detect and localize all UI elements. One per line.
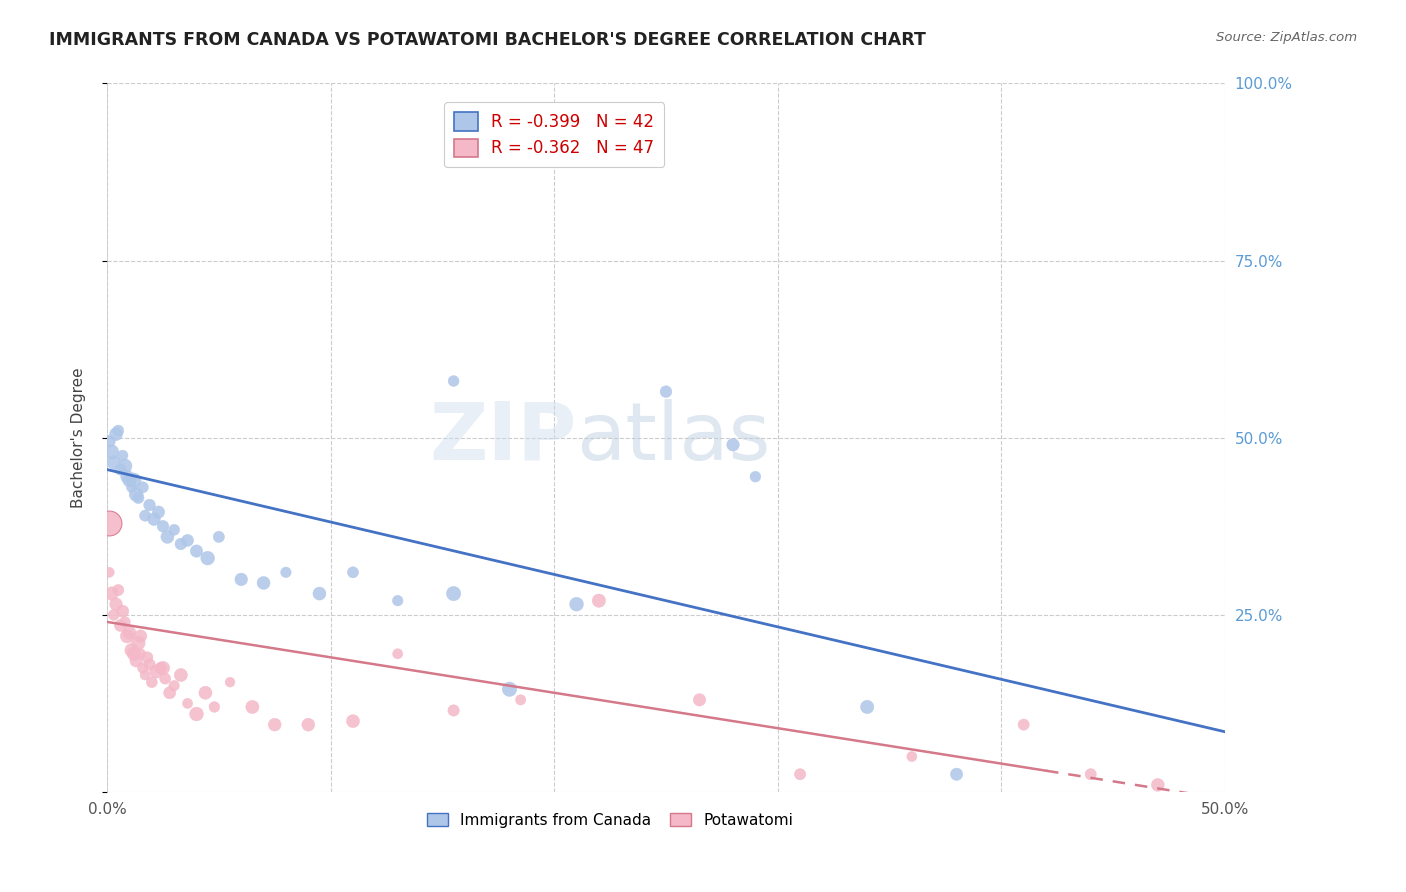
Point xyxy=(114,615,136,629)
Point xyxy=(103,607,125,622)
Point xyxy=(127,636,149,650)
Point xyxy=(132,480,155,494)
Point xyxy=(443,704,465,718)
Point xyxy=(129,629,152,643)
Point xyxy=(115,469,138,483)
Point xyxy=(721,438,744,452)
Point xyxy=(342,714,364,728)
Point xyxy=(125,654,148,668)
Point xyxy=(901,749,924,764)
Point xyxy=(148,505,170,519)
Point xyxy=(342,566,364,580)
Point xyxy=(115,629,138,643)
Point xyxy=(655,384,678,399)
Point xyxy=(170,537,193,551)
Point xyxy=(98,434,121,449)
Point xyxy=(134,668,156,682)
Point xyxy=(110,462,132,476)
Point xyxy=(689,693,711,707)
Point xyxy=(118,473,141,487)
Point xyxy=(274,566,297,580)
Point xyxy=(125,487,148,501)
Point xyxy=(122,473,145,487)
Point xyxy=(107,424,129,438)
Point xyxy=(176,533,198,548)
Point xyxy=(219,675,242,690)
Point xyxy=(138,657,160,672)
Point xyxy=(1080,767,1102,781)
Point xyxy=(141,675,163,690)
Point xyxy=(186,706,208,721)
Point xyxy=(1146,778,1168,792)
Point xyxy=(152,519,174,533)
Text: Source: ZipAtlas.com: Source: ZipAtlas.com xyxy=(1216,31,1357,45)
Point xyxy=(100,445,122,459)
Point xyxy=(387,647,409,661)
Point xyxy=(263,717,285,731)
Point xyxy=(186,544,208,558)
Point xyxy=(100,586,122,600)
Point xyxy=(110,618,132,632)
Point xyxy=(138,498,160,512)
Point xyxy=(159,686,181,700)
Point xyxy=(308,586,330,600)
Point xyxy=(443,586,465,600)
Y-axis label: Bachelor's Degree: Bachelor's Degree xyxy=(72,368,86,508)
Point xyxy=(143,512,166,526)
Point xyxy=(565,597,588,611)
Point xyxy=(163,523,186,537)
Point xyxy=(152,661,174,675)
Text: ZIP: ZIP xyxy=(429,399,576,476)
Point xyxy=(744,469,766,483)
Point xyxy=(194,686,217,700)
Point xyxy=(156,530,179,544)
Point xyxy=(127,491,149,505)
Legend: Immigrants from Canada, Potawatomi: Immigrants from Canada, Potawatomi xyxy=(420,806,800,834)
Point xyxy=(98,566,121,580)
Point xyxy=(202,700,225,714)
Text: IMMIGRANTS FROM CANADA VS POTAWATOMI BACHELOR'S DEGREE CORRELATION CHART: IMMIGRANTS FROM CANADA VS POTAWATOMI BAC… xyxy=(49,31,927,49)
Point xyxy=(132,661,155,675)
Point xyxy=(509,693,531,707)
Point xyxy=(121,480,143,494)
Point xyxy=(297,717,319,731)
Point xyxy=(129,647,152,661)
Point xyxy=(121,643,143,657)
Point xyxy=(103,455,125,469)
Point xyxy=(105,427,128,442)
Point xyxy=(153,672,176,686)
Point xyxy=(443,374,465,388)
Point xyxy=(588,593,610,607)
Point xyxy=(856,700,879,714)
Point xyxy=(111,449,134,463)
Point xyxy=(197,551,219,566)
Point xyxy=(387,593,409,607)
Point xyxy=(149,661,172,675)
Point xyxy=(107,582,129,597)
Point xyxy=(945,767,967,781)
Point xyxy=(1012,717,1035,731)
Point xyxy=(136,650,159,665)
Point xyxy=(122,647,145,661)
Point xyxy=(145,665,167,679)
Point xyxy=(118,625,141,640)
Point xyxy=(98,516,121,530)
Point xyxy=(111,604,134,618)
Point xyxy=(789,767,811,781)
Point xyxy=(114,458,136,473)
Text: atlas: atlas xyxy=(576,399,770,476)
Point xyxy=(163,679,186,693)
Point xyxy=(176,697,198,711)
Point xyxy=(208,530,231,544)
Point xyxy=(170,668,193,682)
Point xyxy=(134,508,156,523)
Point xyxy=(498,682,520,697)
Point xyxy=(242,700,264,714)
Point xyxy=(252,576,274,591)
Point xyxy=(231,573,253,587)
Point xyxy=(105,597,128,611)
